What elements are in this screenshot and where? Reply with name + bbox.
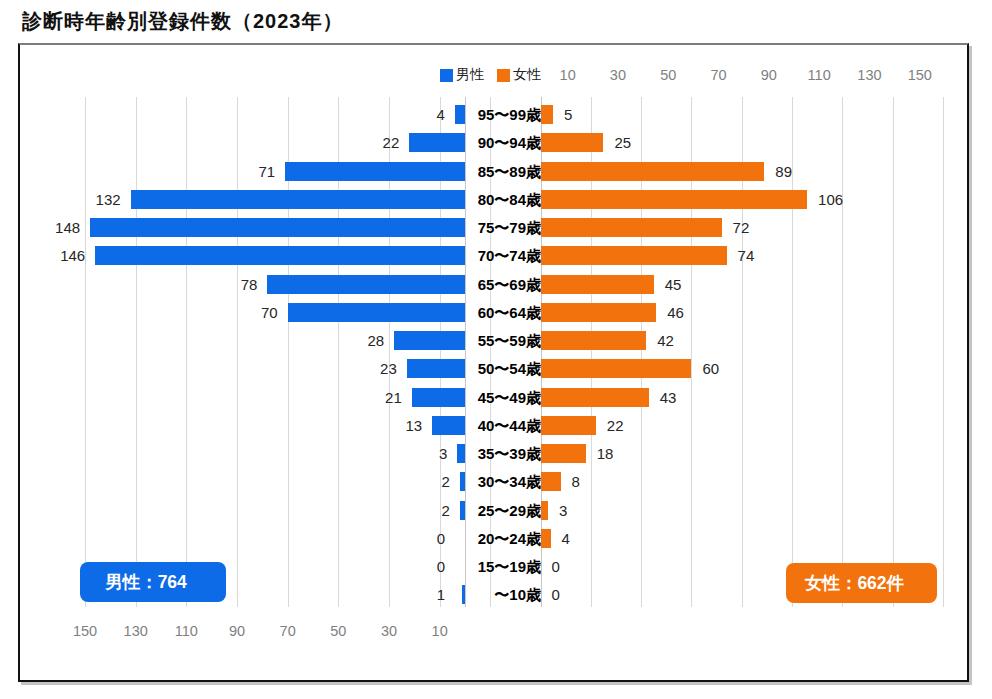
- bar-female: [541, 472, 561, 491]
- category-label: 35〜39歳: [300, 444, 541, 463]
- legend-female-label: 女性: [513, 66, 541, 84]
- bar-male-value: 71: [0, 162, 275, 181]
- category-label: 40〜44歳: [300, 416, 541, 435]
- axis-tick-bottom: 70: [280, 623, 296, 639]
- bar-female-value: 74: [738, 246, 755, 265]
- category-label: 90〜94歳: [300, 133, 541, 152]
- male-total-badge: 男性：764: [80, 562, 226, 602]
- bar-female-value: 5: [564, 105, 572, 124]
- bar-female-value: 22: [607, 416, 624, 435]
- female-total-badge: 女性：662件: [786, 563, 937, 603]
- gridline-right: [792, 97, 793, 607]
- category-label: 25〜29歳: [300, 501, 541, 520]
- bar-female: [541, 501, 549, 520]
- category-label: 55〜59歳: [300, 331, 541, 350]
- category-label: 〜10歳: [300, 585, 541, 604]
- bar-female: [541, 303, 657, 322]
- axis-tick-top: 10: [560, 67, 576, 83]
- category-label: 80〜84歳: [300, 190, 541, 209]
- category-label: 50〜54歳: [300, 359, 541, 378]
- bar-female-value: 3: [559, 501, 567, 520]
- axis-tick-bottom: 50: [330, 623, 346, 639]
- bar-female-value: 18: [597, 444, 614, 463]
- bar-female: [541, 331, 647, 350]
- bar-female: [541, 388, 649, 407]
- category-label: 95〜99歳: [300, 105, 541, 124]
- bar-female-value: 45: [665, 275, 682, 294]
- bar-female: [541, 190, 808, 209]
- axis-tick-bottom: 130: [124, 623, 148, 639]
- bar-female-value: 60: [702, 359, 719, 378]
- bar-male-value: 78: [0, 275, 257, 294]
- axis-tick-bottom: 110: [175, 623, 198, 639]
- axis-tick-top: 50: [660, 67, 676, 83]
- bar-female-value: 106: [818, 190, 843, 209]
- chart-title: 診断時年齢別登録件数（2023年）: [22, 8, 344, 35]
- bar-female: [541, 246, 727, 265]
- axis-tick-bottom: 10: [432, 623, 448, 639]
- bar-female-value: 89: [775, 162, 792, 181]
- legend-male-label: 男性: [456, 66, 484, 84]
- bar-female: [541, 275, 654, 294]
- bar-female-value: 0: [552, 557, 560, 576]
- category-label: 30〜34歳: [300, 472, 541, 491]
- category-label: 70〜74歳: [300, 246, 541, 265]
- axis-tick-top: 30: [610, 67, 626, 83]
- axis-tick-top: 70: [710, 67, 726, 83]
- category-label: 20〜24歳: [300, 529, 541, 548]
- bar-female: [541, 162, 765, 181]
- legend-female-swatch: [497, 69, 510, 82]
- category-label: 45〜49歳: [300, 388, 541, 407]
- bar-male-value: 148: [0, 218, 80, 237]
- bar-female-value: 8: [572, 472, 580, 491]
- bar-female-value: 46: [667, 303, 684, 322]
- legend: 男性 女性: [440, 66, 541, 84]
- category-label: 60〜64歳: [300, 303, 541, 322]
- bar-female-value: 25: [614, 133, 631, 152]
- bar-female: [541, 529, 551, 548]
- bar-female-value: 43: [660, 388, 677, 407]
- gridline-right: [943, 97, 944, 607]
- category-label: 15〜19歳: [300, 557, 541, 576]
- bar-female: [541, 416, 596, 435]
- bar-female-value: 72: [733, 218, 750, 237]
- bar-male-value: 132: [0, 190, 121, 209]
- axis-tick-bottom: 90: [229, 623, 245, 639]
- bar-male-value: 70: [0, 303, 278, 322]
- category-label: 85〜89歳: [300, 162, 541, 181]
- legend-male-swatch: [440, 69, 453, 82]
- bar-female-value: 0: [552, 585, 560, 604]
- bar-female: [541, 105, 554, 124]
- bar-female: [541, 359, 692, 378]
- bar-female: [541, 218, 722, 237]
- gridline-right: [842, 97, 843, 607]
- axis-tick-bottom: 30: [381, 623, 397, 639]
- axis-tick-top: 110: [808, 67, 831, 83]
- bar-female: [541, 133, 604, 152]
- category-label: 65〜69歳: [300, 275, 541, 294]
- bar-female-value: 4: [562, 529, 570, 548]
- bar-female: [541, 444, 586, 463]
- gridline-right: [893, 97, 894, 607]
- axis-tick-top: 150: [908, 67, 932, 83]
- bar-male-value: 146: [0, 246, 85, 265]
- category-label: 75〜79歳: [300, 218, 541, 237]
- axis-tick-top: 90: [761, 67, 777, 83]
- axis-tick-top: 130: [857, 67, 881, 83]
- axis-tick-bottom: 150: [73, 623, 97, 639]
- bar-female-value: 42: [657, 331, 674, 350]
